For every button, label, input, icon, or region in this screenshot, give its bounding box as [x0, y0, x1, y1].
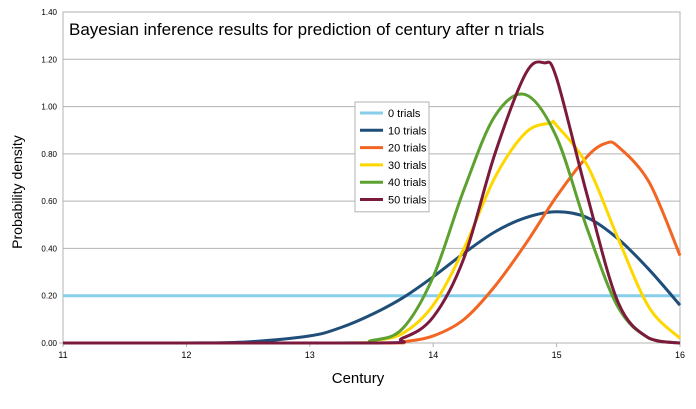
y-tick-label: 1.00: [41, 103, 57, 112]
y-tick-label: 0.60: [41, 197, 57, 206]
legend-box: [354, 101, 430, 213]
y-tick-label: 0.40: [41, 244, 57, 253]
y-tick-label: 0.20: [41, 292, 57, 301]
y-axis-label: Probability density: [9, 135, 25, 249]
series-line-10-trials: [63, 210, 682, 345]
legend-label-0-trials: 0 trials: [388, 108, 421, 120]
series-line-50-trials: [63, 60, 681, 345]
x-tick-label: 11: [58, 350, 67, 360]
x-tick-label: 13: [305, 350, 315, 360]
legend-label-40-trials: 40 trials: [388, 177, 427, 189]
legend-label-30-trials: 30 trials: [388, 160, 427, 172]
y-tick-label: 1.40: [41, 8, 57, 17]
y-tick-label: 1.20: [41, 55, 57, 64]
x-tick-label: 16: [675, 350, 685, 360]
legend-label-20-trials: 20 trials: [388, 143, 427, 155]
x-tick-label: 15: [552, 350, 562, 360]
x-axis-label: Century: [332, 370, 385, 387]
series-layer: [63, 60, 682, 345]
x-tick-label: 12: [181, 350, 191, 360]
chart-title: Bayesian inference results for predictio…: [69, 20, 544, 39]
y-tick-label: 0.00: [41, 339, 57, 348]
y-tick-label: 0.80: [41, 150, 57, 159]
legend-label-10-trials: 10 trials: [388, 125, 427, 137]
legend: 0 trials 10 trials 20 trials 30 trials 40 tr…: [354, 101, 430, 213]
legend-label-50-trials: 50 trials: [388, 195, 427, 207]
x-tick-label: 14: [428, 350, 438, 360]
